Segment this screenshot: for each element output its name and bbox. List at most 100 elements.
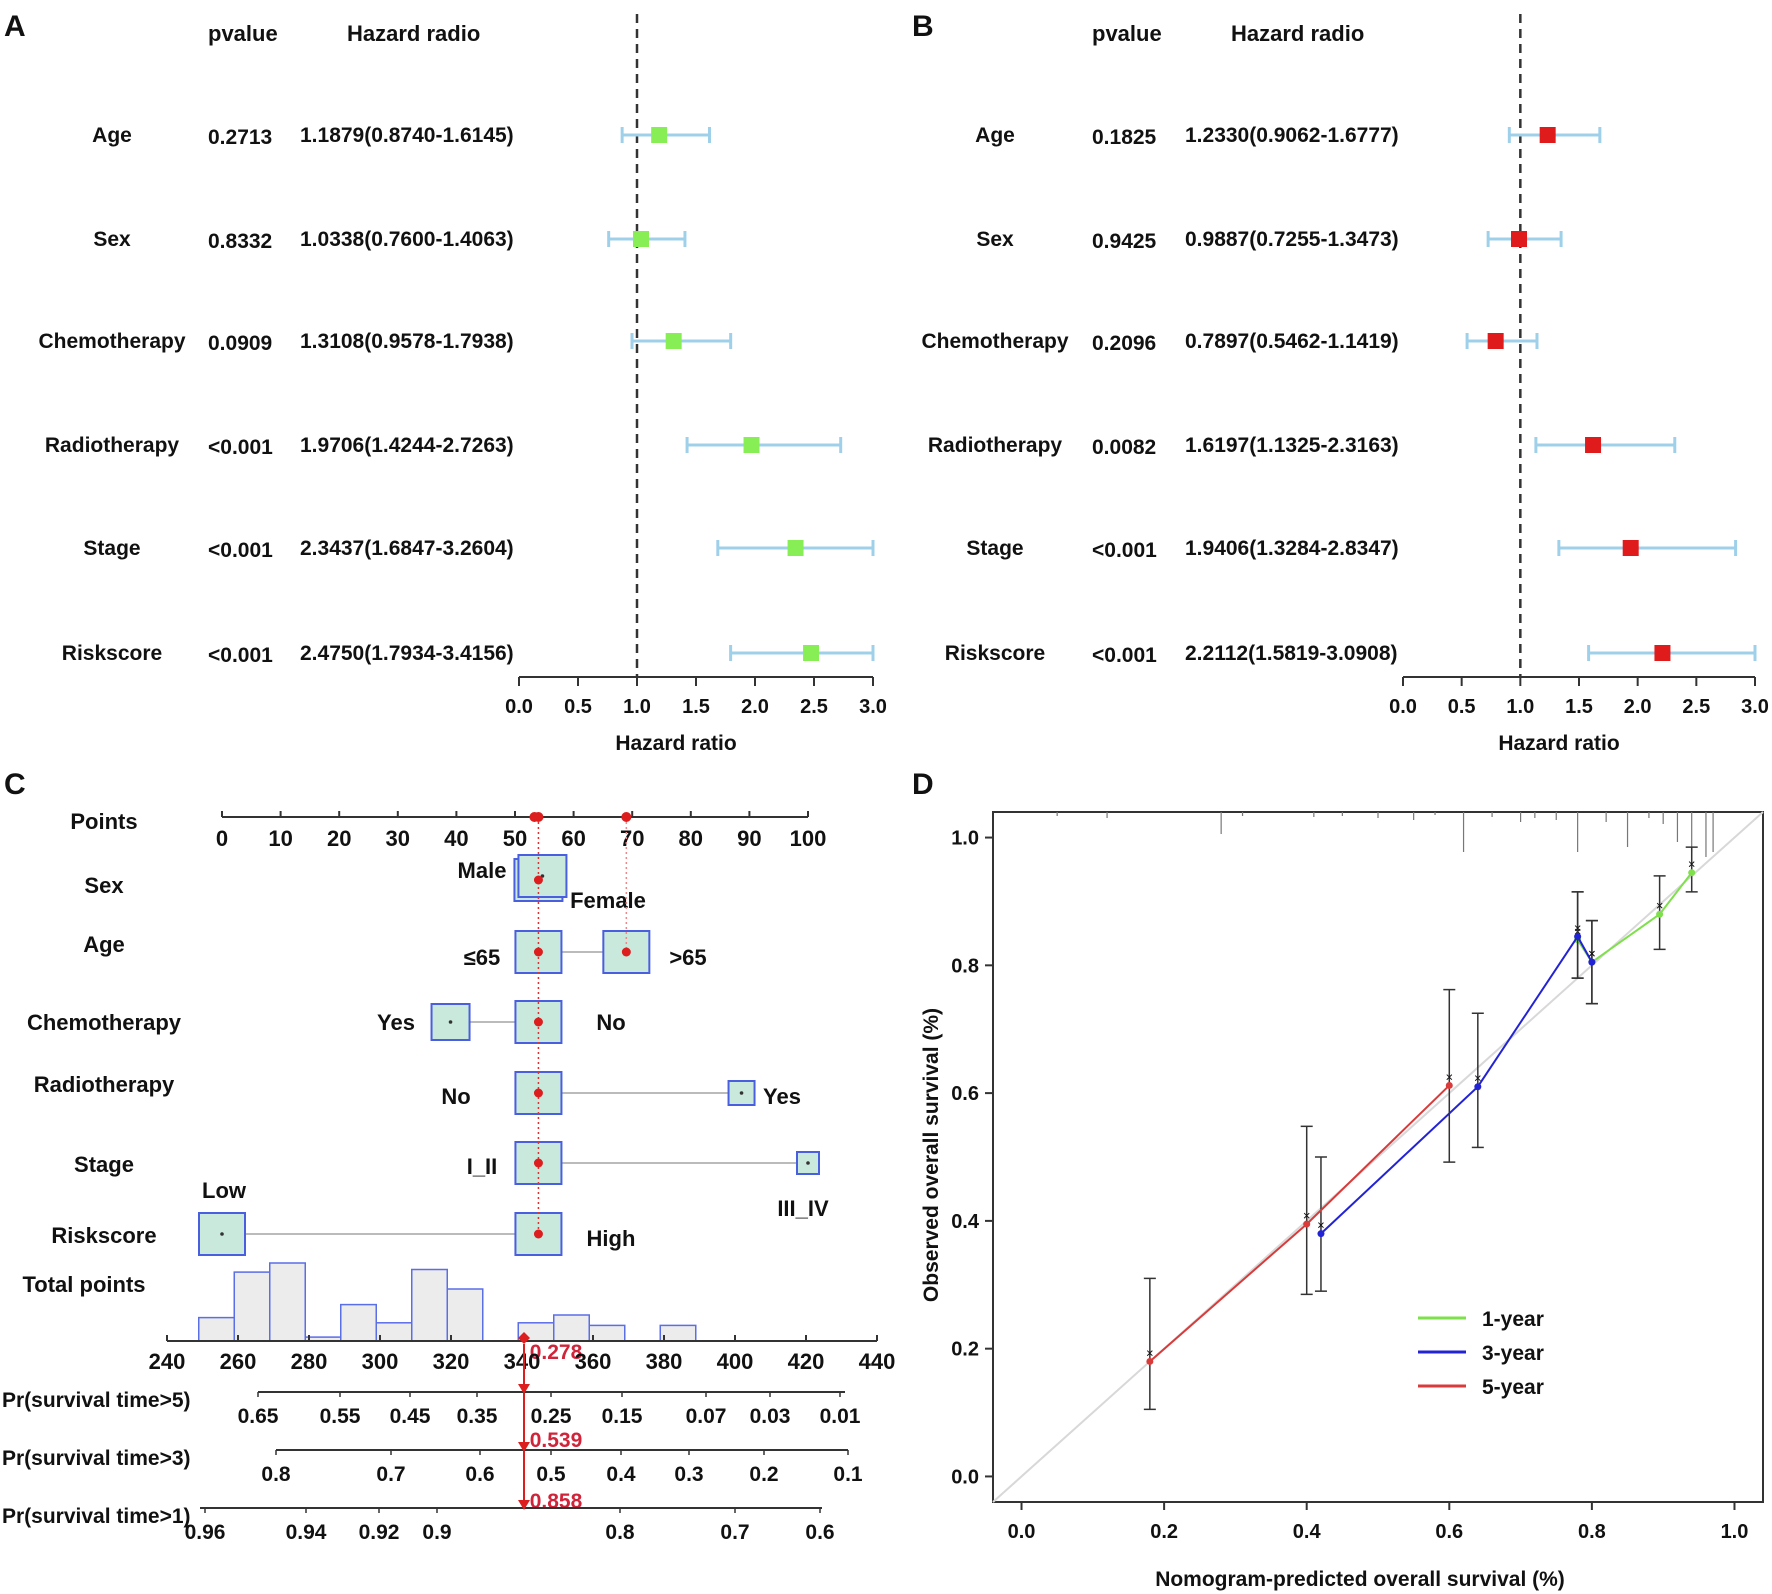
pr3-tick-label: 0.5 [536,1463,566,1486]
pr1-tick-label: 0.7 [720,1521,749,1544]
total-tick-label: 280 [291,1349,328,1374]
points-tick-label: 50 [503,826,527,851]
chemo-no-label: No [596,1010,625,1035]
pr5-tick-label: 0.15 [602,1405,643,1428]
histogram-bar [411,1268,448,1342]
series-line-3-year [1320,934,1593,1235]
y-tick-label: 0.4 [951,1211,980,1233]
x-tick-label: 0.5 [1448,696,1476,718]
histogram-bar [553,1314,590,1342]
x-tick-label: 1.5 [1565,696,1593,718]
total-tick-label: 420 [788,1349,825,1374]
y-tick-label: 0.2 [951,1339,979,1361]
x-tick-label: 2.5 [800,696,828,718]
row-pvalue: <0.001 [208,644,273,667]
histogram-bar [340,1303,377,1342]
data-point-cross: × [1574,921,1582,936]
selected-level-dot [533,1017,543,1027]
y-tick-label: 0.0 [951,1466,979,1488]
radio-yes-label: Yes [763,1084,801,1109]
points-label: Points [70,809,137,834]
risk-box-low-dot [220,1232,224,1236]
pr1-tick-label: 0.6 [805,1521,834,1544]
hr-marker [787,540,804,556]
pr5-tick-label: 0.55 [320,1405,361,1428]
row-pvalue: 0.2096 [1092,332,1156,355]
y-tick-label: 1.0 [951,828,979,850]
data-point [1445,1081,1453,1089]
pr5-tick-label: 0.03 [750,1405,791,1428]
panel-label-d: D [912,768,934,801]
row-label: Riskscore [62,642,162,665]
y-tick-label: 0.6 [951,1083,979,1105]
data-point-cross: × [1688,857,1696,872]
selected-level-dot [533,875,543,885]
row-hr-text: 0.7897(0.5462-1.1419) [1185,330,1399,353]
chemo-box-yes-dot [448,1020,453,1024]
panel-label-b: B [912,10,934,43]
xaxis-title-a: Hazard ratio [615,732,736,755]
total-tick-label: 360 [575,1349,612,1374]
ideal-diagonal [992,811,1764,1503]
pr5-tick-label: 0.01 [820,1405,861,1428]
row-pvalue: <0.001 [1092,644,1157,667]
selected-level-dot [533,947,543,957]
risk-high-label: High [587,1226,636,1251]
y-tick-label: 0.8 [951,955,979,977]
row-pvalue: <0.001 [1092,539,1157,562]
row-label: Sex [93,228,131,251]
x-tick-label: 2.0 [741,696,769,718]
legend-label: 3-year [1482,1342,1544,1365]
data-point [1146,1357,1154,1365]
pr3-tick-label: 0.2 [749,1463,778,1486]
hr-marker [803,645,820,661]
points-tick-label: 40 [444,826,468,851]
nomogram: C Points Sex Age Chemotherapy Radiothera… [2,768,895,1544]
points-marker [529,812,540,822]
forest-plot-b: B pvalue Hazard radio Age 0.1825 1.2330(0.… [912,10,1769,755]
pr5-tick-label: 0.25 [531,1405,572,1428]
points-tick-label: 100 [790,826,827,851]
calib-xaxis-title: Nomogram-predicted overall survival (%) [1155,1568,1565,1591]
pr3-tick-label: 0.6 [465,1463,494,1486]
chemo-yes-label: Yes [377,1010,415,1035]
row-label: Stage [83,537,140,560]
pr5-result: 0.278 [530,1341,583,1364]
total-tick-label: 440 [859,1349,896,1374]
sex-male-label: Male [458,858,507,883]
x-tick-label: 0.6 [1435,1521,1463,1543]
hr-marker [1487,333,1504,349]
row-hr-text: 1.9706(1.4244-2.7263) [300,434,514,457]
histogram-bar [233,1271,271,1342]
hr-marker [1622,540,1639,556]
total-tick-label: 240 [149,1349,186,1374]
row-label: Chemotherapy [38,330,185,353]
total-tick-label: 340 [504,1349,541,1374]
row-pvalue: <0.001 [208,539,273,562]
pr5-label: Pr(survival time>5) [2,1389,191,1412]
total-points-label: Total points [22,1272,145,1297]
panel-label-a: A [4,10,26,43]
pr1-result: 0.858 [530,1490,583,1513]
sex-female-label: Female [570,888,646,913]
pr3-tick-label: 0.8 [261,1463,291,1486]
pr1-tick-label: 0.8 [605,1521,635,1544]
header-pvalue-b: pvalue [1092,21,1162,46]
points-tick-label: 0 [216,826,228,851]
row-label: Age [975,124,1015,147]
x-tick-label: 0.0 [505,696,533,718]
result-arrow [518,1500,530,1510]
pr1-tick-label: 0.9 [422,1521,451,1544]
pr5-tick-label: 0.35 [457,1405,498,1428]
hr-marker [1511,231,1528,247]
total-marker [518,1332,530,1344]
calibration-plot: D Nomogram-predicted overall survival (%… [912,768,1764,1591]
radio-label: Radiotherapy [34,1072,175,1097]
stage-label: Stage [74,1152,134,1177]
row-hr-text: 1.6197(1.1325-2.3163) [1185,434,1399,457]
chemo-label: Chemotherapy [27,1010,182,1035]
points-tick-label: 10 [268,826,292,851]
points-tick-label: 90 [737,826,761,851]
data-point [1317,1230,1325,1238]
